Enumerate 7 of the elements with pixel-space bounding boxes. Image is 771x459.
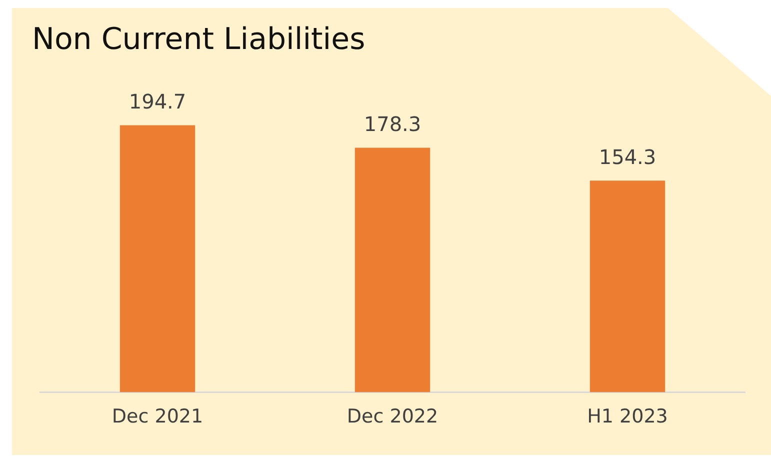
data-label: 154.3 <box>598 144 656 169</box>
data-label: 194.7 <box>128 89 186 114</box>
data-label: 178.3 <box>364 112 422 136</box>
chart-title: Non Current Liabilities <box>32 22 366 57</box>
x-tick-label: Dec 2022 <box>346 406 438 428</box>
x-tick-label: H1 2023 <box>587 406 668 428</box>
x-tick-label: Dec 2021 <box>112 406 204 428</box>
